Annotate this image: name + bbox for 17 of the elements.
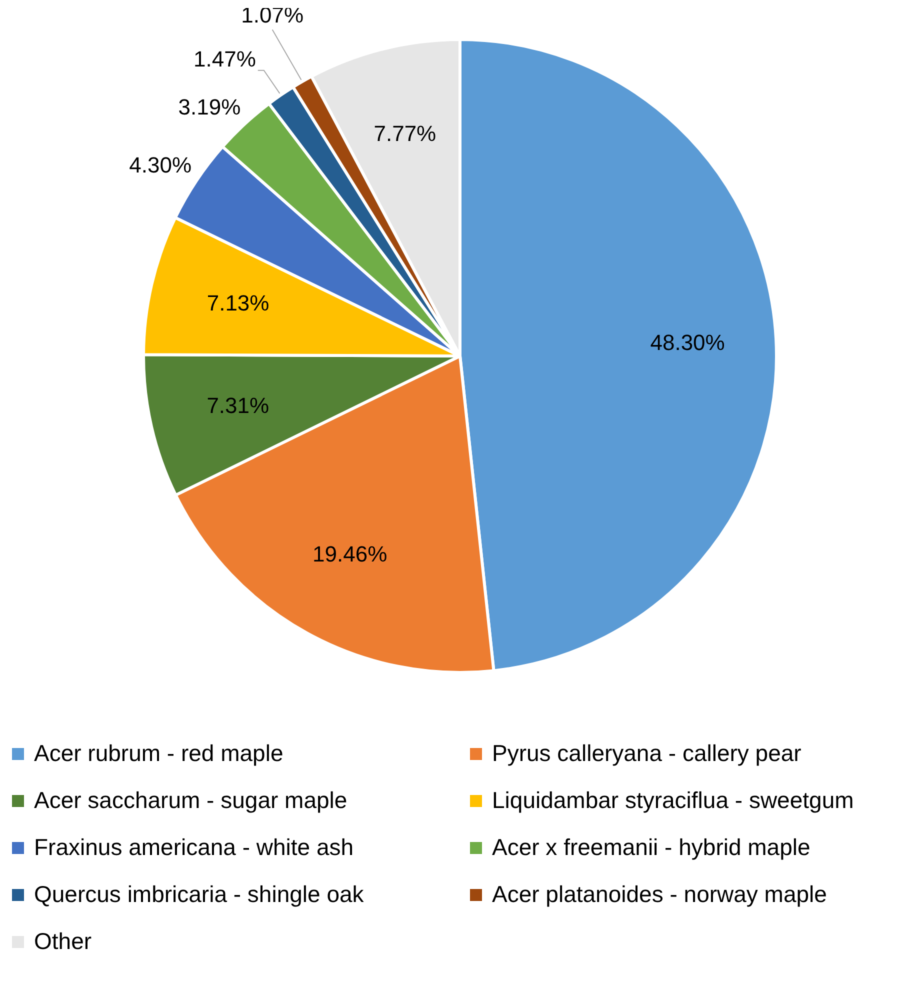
legend-label: Quercus imbricaria - shingle oak	[34, 881, 364, 908]
data-label: 7.77%	[374, 120, 436, 146]
data-label: 7.13%	[206, 290, 270, 316]
legend-label: Acer saccharum - sugar maple	[34, 787, 348, 814]
legend-label: Acer platanoides - norway maple	[492, 881, 827, 908]
legend-label: Other	[34, 928, 92, 955]
legend-label: Liquidambar styraciflua - sweetgum	[492, 787, 854, 814]
legend-label: Acer x freemanii - hybrid maple	[492, 834, 810, 861]
legend-label: Acer rubrum - red maple	[34, 740, 284, 767]
data-label: 3.19%	[178, 94, 241, 120]
data-label: 1.47%	[194, 46, 256, 72]
legend-label: Pyrus calleryana - callery pear	[492, 740, 802, 767]
data-label: 7.31%	[206, 392, 270, 418]
data-label: 48.30%	[650, 330, 725, 355]
data-label: 19.46%	[312, 542, 388, 567]
data-label: 4.30%	[129, 152, 192, 178]
legend-label: Fraxinus americana - white ash	[34, 834, 354, 861]
